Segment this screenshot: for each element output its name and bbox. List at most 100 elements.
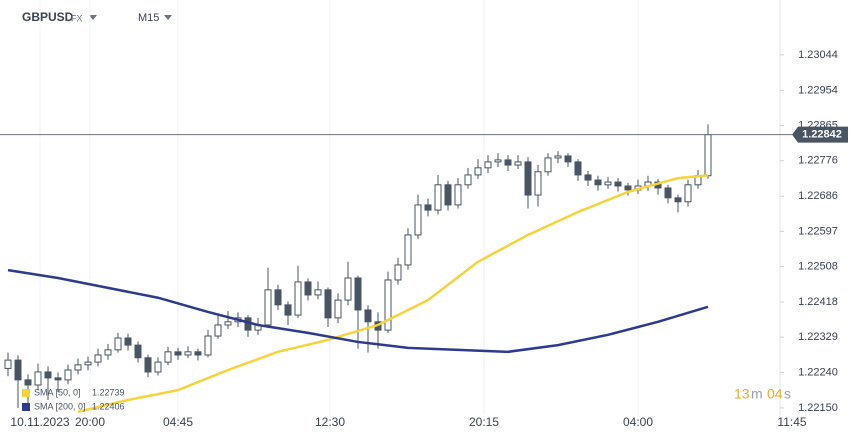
timeframe-selector[interactable]: M15 <box>138 12 172 24</box>
candle-body <box>104 349 112 356</box>
candle-body <box>334 299 342 319</box>
candle-body <box>224 321 232 326</box>
timer-minutes: 13 <box>734 386 750 402</box>
sma-line <box>7 268 709 354</box>
candle-body <box>604 181 612 186</box>
candle-body <box>584 174 592 181</box>
candle-body <box>414 204 422 236</box>
candle-body <box>204 335 212 356</box>
x-tick-label: 04:45 <box>163 415 193 429</box>
legend: SMA [50, 0] 1.22739 SMA [200, 0] 1.22406 <box>22 387 125 411</box>
y-tick-label: 1.22597 <box>798 225 838 237</box>
candle-body <box>354 277 362 311</box>
legend-value: 1.22739 <box>92 387 125 397</box>
candle-body <box>194 351 202 356</box>
candle-body <box>284 304 292 316</box>
candle-body <box>484 161 492 169</box>
candle-body <box>544 157 552 173</box>
candle-body <box>704 134 712 177</box>
y-tick-label: 1.22240 <box>798 366 838 378</box>
y-tick-label: 1.22686 <box>798 190 838 202</box>
candle-body <box>4 359 12 369</box>
timeframe[interactable]: M15 <box>138 12 159 24</box>
candle-body <box>74 364 82 371</box>
plot <box>4 0 712 415</box>
candle-body <box>114 337 122 351</box>
y-tick-label: 1.22508 <box>798 260 838 272</box>
candle-body <box>164 351 172 363</box>
candle-body <box>274 289 282 306</box>
sma-line <box>77 174 709 414</box>
current-price-label: 1.22842 <box>802 129 842 141</box>
candle-body <box>24 379 32 386</box>
candle-body <box>14 359 22 381</box>
candle-body <box>534 171 542 196</box>
candle-body <box>614 181 622 187</box>
dropdown-arrow[interactable] <box>164 15 172 20</box>
x-tick-label: 20:00 <box>75 415 105 429</box>
candle-body <box>424 204 432 211</box>
x-tick-label: 04:00 <box>623 415 653 429</box>
candle-body <box>324 289 332 319</box>
candle-body <box>664 187 672 199</box>
x-tick-label: 11:45 <box>777 415 806 429</box>
candle-body <box>94 354 102 363</box>
candle-body <box>214 324 222 337</box>
candle-body <box>514 161 522 166</box>
y-tick-label: 1.22776 <box>798 155 838 167</box>
candle-body <box>64 369 72 381</box>
x-tick-label: 12:30 <box>315 415 345 429</box>
dropdown-arrow[interactable] <box>89 15 97 20</box>
candle-body <box>394 264 402 281</box>
x-tick-label: 10.11.2023 <box>10 415 69 429</box>
candle-body <box>464 174 472 186</box>
symbol[interactable]: GBPUSD <box>22 10 74 24</box>
timer-seconds: 04 <box>767 386 783 402</box>
candle-body <box>384 279 392 331</box>
candle-body <box>434 184 442 211</box>
legend-value: 1.22406 <box>92 401 125 411</box>
candle-body <box>134 344 142 359</box>
legend-swatch <box>22 403 30 411</box>
candle-body <box>554 155 562 159</box>
candle-body <box>344 277 352 301</box>
symbol-selector[interactable]: GBPUSD FX <box>22 10 97 24</box>
candle-body <box>34 371 42 386</box>
legend-swatch <box>22 389 30 397</box>
timer-minute-unit: m <box>751 386 763 402</box>
y-tick-label: 1.22954 <box>798 84 838 96</box>
y-tick-label: 1.22418 <box>798 296 838 308</box>
candle-body <box>314 289 322 296</box>
candle-body <box>404 234 412 266</box>
candle-body <box>504 159 512 166</box>
y-tick-label: 1.22329 <box>798 331 838 343</box>
candle-body <box>444 184 452 206</box>
candle-body <box>624 185 632 191</box>
x-tick-label: 20:15 <box>469 415 499 429</box>
candle-body <box>124 337 132 346</box>
candle-body <box>174 351 182 356</box>
candle-body <box>684 184 692 203</box>
candle-body <box>144 357 152 373</box>
candle-body <box>264 289 272 326</box>
candle-body <box>364 309 372 323</box>
legend-name: SMA [50, 0] <box>34 387 81 397</box>
candle-body <box>494 159 502 163</box>
candle-body <box>564 155 572 163</box>
candle-body <box>674 197 682 203</box>
candle-body <box>304 281 312 296</box>
candle-body <box>84 361 92 366</box>
candle-body <box>154 361 162 373</box>
candle-body <box>594 179 602 186</box>
market[interactable]: FX <box>71 13 83 23</box>
candle-body <box>44 371 52 379</box>
candle-body <box>524 161 532 196</box>
timer-second-unit: s <box>784 386 791 402</box>
candle-body <box>184 351 192 356</box>
candle-body <box>574 161 582 176</box>
candle-body <box>474 167 482 176</box>
y-tick-label: 1.22150 <box>798 402 838 414</box>
legend-name: SMA [200, 0] <box>34 401 86 411</box>
